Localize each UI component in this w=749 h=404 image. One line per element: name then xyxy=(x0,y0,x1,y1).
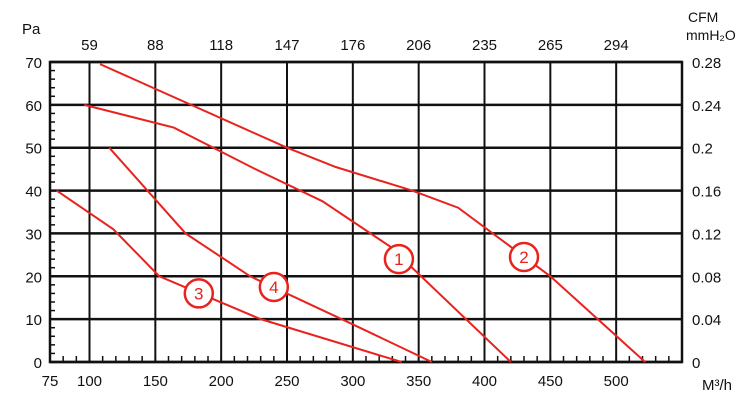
top-tick-label: 265 xyxy=(538,37,563,54)
curve-label: 2 xyxy=(519,248,528,267)
x-tick-label: 100 xyxy=(77,373,102,390)
x-axis-label: M³/h xyxy=(702,377,732,394)
top-tick-label: 88 xyxy=(147,37,164,54)
curve-label: 4 xyxy=(269,278,278,297)
y-tick-label: 0 xyxy=(34,355,42,372)
right-tick-label: 0.28 xyxy=(692,55,721,72)
top-axis-label: CFM xyxy=(688,9,718,25)
y-tick-label: 20 xyxy=(25,269,42,286)
x-tick-label: 150 xyxy=(143,373,168,390)
right-tick-label: 0.16 xyxy=(692,184,721,201)
curve-label-circle xyxy=(258,271,290,303)
right-tick-label: 0.08 xyxy=(692,269,721,286)
axes: 0 10 20 30 40 50 60 70 0 0.04 0.08 0.12 0.16 0.2 0.24 0… xyxy=(25,37,721,390)
top-tick-label: 235 xyxy=(472,37,497,54)
x-tick-label: 400 xyxy=(472,373,497,390)
x-tick-label: 350 xyxy=(406,373,431,390)
x-tick-label: 200 xyxy=(209,373,234,390)
y-axis-label-right: mmH₂O xyxy=(686,27,736,43)
y-tick-label: 70 xyxy=(25,55,42,72)
curve-label-circle xyxy=(183,278,215,309)
y-tick-label: 40 xyxy=(25,184,42,201)
curve-label: 1 xyxy=(394,250,403,269)
top-tick-label: 147 xyxy=(274,37,299,54)
grid xyxy=(48,60,684,364)
x-tick-label: 250 xyxy=(274,373,299,390)
y-tick-label: 10 xyxy=(25,312,42,329)
top-tick-label: 206 xyxy=(406,37,431,54)
x-tick-label: 300 xyxy=(340,373,365,390)
right-tick-label: 0.24 xyxy=(692,98,721,115)
plot-frame xyxy=(48,60,684,364)
right-tick-label: 0.2 xyxy=(692,141,713,158)
curve-label: 3 xyxy=(194,284,203,303)
y-tick-label: 60 xyxy=(25,98,42,115)
curve-4 xyxy=(108,147,433,363)
x-tick-label: 500 xyxy=(604,373,629,390)
top-tick-label: 59 xyxy=(81,37,98,54)
curve-2 xyxy=(99,63,646,363)
top-tick-label: 118 xyxy=(209,37,233,54)
x-tick-label: 450 xyxy=(538,373,563,390)
y-tick-label: 30 xyxy=(25,226,42,243)
series-lines: 1 2 3 4 xyxy=(56,63,646,363)
y-axis-label-left: Pa xyxy=(22,21,41,38)
right-tick-label: 0.12 xyxy=(692,226,721,243)
top-tick-label: 294 xyxy=(604,37,629,54)
top-tick-label: 176 xyxy=(340,37,365,54)
curve-label-circle xyxy=(383,243,415,275)
right-tick-label: 0 xyxy=(692,355,700,372)
curve-3 xyxy=(56,189,402,363)
right-tick-label: 0.04 xyxy=(692,312,721,329)
y-tick-label: 50 xyxy=(25,141,42,158)
curve-label-circle xyxy=(508,241,540,273)
x-tick-label: 75 xyxy=(42,373,59,390)
